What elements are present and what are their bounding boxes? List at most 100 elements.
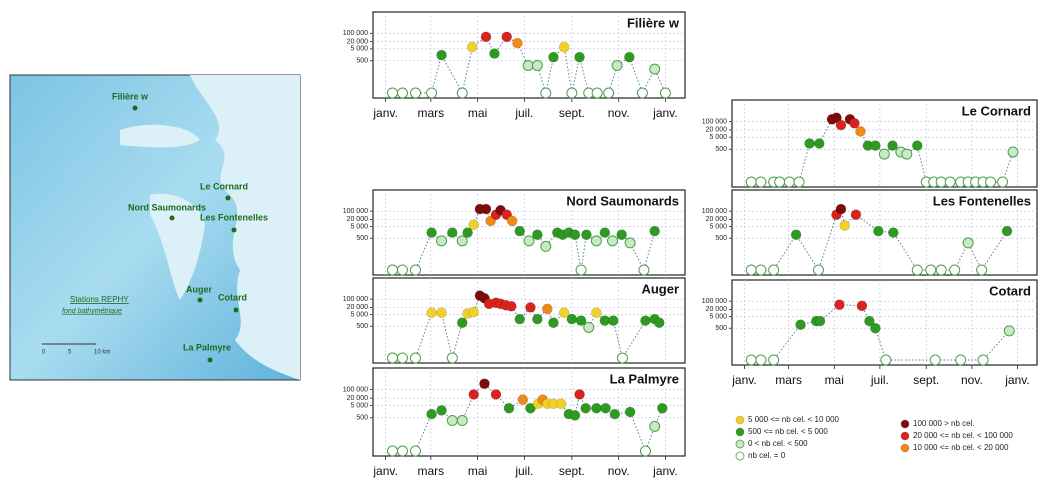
y-tick-label: 20 000 — [706, 306, 728, 313]
y-tick-label: 20 000 — [347, 216, 369, 223]
point — [660, 88, 670, 98]
point — [936, 265, 946, 275]
legend-label: 20 000 <= nb cel. < 100 000 — [913, 431, 1013, 440]
station-dot — [208, 358, 213, 363]
panel: 5005 00020 000100 000janv.marsmaijuil.se… — [702, 280, 1037, 387]
x-tick-label: mars — [417, 106, 444, 120]
point — [541, 241, 551, 251]
point — [870, 323, 880, 333]
point — [397, 446, 407, 456]
point — [437, 308, 447, 318]
point — [836, 120, 846, 130]
y-tick-label: 5 000 — [350, 311, 368, 318]
station-label: La Palmyre — [183, 342, 231, 352]
point — [805, 139, 815, 149]
x-tick-label: janv. — [372, 464, 397, 478]
point — [548, 52, 558, 62]
y-tick-label: 100 000 — [343, 296, 368, 303]
point — [851, 210, 861, 220]
point — [784, 177, 794, 187]
point — [548, 318, 558, 328]
x-tick-label: janv. — [652, 464, 677, 478]
point — [525, 302, 535, 312]
point — [515, 314, 525, 324]
point — [427, 308, 437, 318]
point — [1008, 147, 1018, 157]
y-tick-label: 20 000 — [347, 38, 369, 45]
y-tick-label: 100 000 — [702, 118, 727, 125]
point — [410, 446, 420, 456]
point — [815, 316, 825, 326]
x-tick-label: juil. — [514, 106, 533, 120]
point — [756, 265, 766, 275]
x-tick-label: sept. — [913, 373, 939, 387]
y-tick-label: 100 000 — [343, 30, 368, 37]
panel: 5005 00020 000100 000Le Cornard — [702, 100, 1037, 187]
point — [387, 353, 397, 363]
point — [532, 230, 542, 240]
point — [524, 236, 534, 246]
point — [617, 353, 627, 363]
point — [457, 318, 467, 328]
point — [650, 421, 660, 431]
y-tick-label: 5 000 — [350, 402, 368, 409]
map-legend-title: Stations REPHY — [70, 295, 129, 304]
point — [479, 379, 489, 389]
point — [950, 265, 960, 275]
x-tick-label: janv. — [372, 106, 397, 120]
y-tick-label: 500 — [356, 323, 368, 330]
point — [998, 177, 1008, 187]
point — [518, 395, 528, 405]
point — [986, 177, 996, 187]
point — [469, 307, 479, 317]
y-tick-label: 500 — [356, 235, 368, 242]
y-tick-label: 5 000 — [709, 134, 727, 141]
point — [437, 236, 447, 246]
point — [930, 355, 940, 365]
point — [532, 314, 542, 324]
point — [746, 355, 756, 365]
point — [575, 389, 585, 399]
x-tick-label: sept. — [559, 464, 585, 478]
point — [775, 177, 785, 187]
scale-label: 10 km — [94, 350, 110, 356]
point — [581, 230, 591, 240]
point — [397, 265, 407, 275]
point — [650, 64, 660, 74]
y-tick-label: 5 000 — [709, 313, 727, 320]
point — [437, 50, 447, 60]
point — [491, 389, 501, 399]
panel-title: Cotard — [989, 283, 1031, 298]
point — [427, 88, 437, 98]
panel-title: Filière w — [627, 15, 680, 30]
point — [604, 88, 614, 98]
point — [881, 355, 891, 365]
point — [769, 265, 779, 275]
x-tick-label: janv. — [652, 106, 677, 120]
point — [945, 177, 955, 187]
y-tick-label: 20 000 — [347, 304, 369, 311]
point — [570, 410, 580, 420]
panel: 5005 00020 000100 000Les Fontenelles — [702, 190, 1037, 275]
point — [515, 226, 525, 236]
panel-title: Auger — [641, 281, 679, 296]
x-tick-label: janv. — [1004, 373, 1029, 387]
x-tick-label: mai — [825, 373, 844, 387]
point — [769, 355, 779, 365]
x-tick-label: mars — [417, 464, 444, 478]
point — [912, 265, 922, 275]
point — [397, 353, 407, 363]
point — [650, 226, 660, 236]
point — [610, 409, 620, 419]
station-dot — [198, 298, 203, 303]
point — [584, 322, 594, 332]
legend-label: nb cel. = 0 — [748, 451, 786, 460]
legend-label: 100 000 > nb cel. — [913, 419, 975, 428]
x-tick-label: janv. — [731, 373, 756, 387]
station-label: Filière w — [112, 91, 149, 101]
point — [977, 265, 987, 275]
x-tick-label: nov. — [608, 464, 630, 478]
y-tick-label: 500 — [715, 325, 727, 332]
point — [591, 403, 601, 413]
